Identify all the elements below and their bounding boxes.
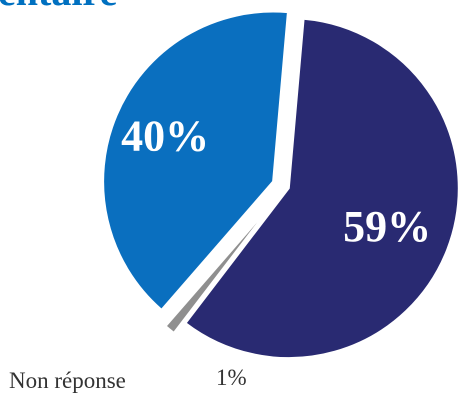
pie-slice-59-percent [184,17,460,360]
pie-slice-1-percent [164,197,278,335]
pie-slice-label-40: 40% [121,112,209,161]
pie-slice-label-59: 59% [343,202,431,251]
chart-title-fragment: entaire [0,0,117,12]
slice-value-non-reponse: 1% [216,365,247,390]
pie-slice-40-percent [102,10,290,312]
slice-label-non-reponse: Non réponse [9,368,126,393]
